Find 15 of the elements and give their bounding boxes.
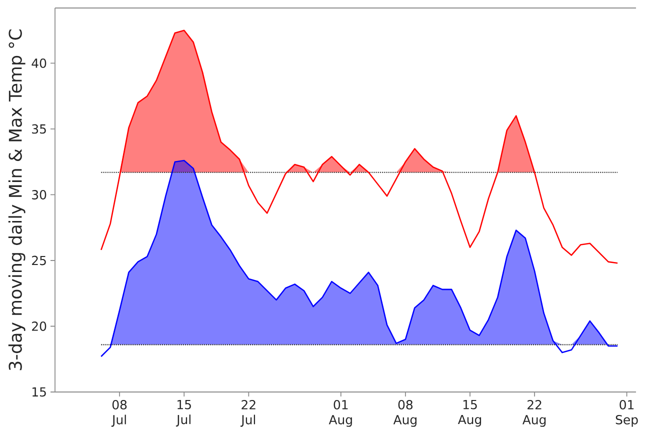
x-tick-label: 15 Aug: [458, 400, 482, 427]
y-tick-label: 15: [32, 387, 46, 397]
x-tick-label: 01 Aug: [328, 400, 352, 427]
y-axis-title: 3-day moving daily Min & Max Temp °C: [8, 29, 26, 370]
x-tick-label: 15 Jul: [176, 400, 191, 427]
x-tick-label: 22 Jul: [240, 400, 256, 427]
x-tick-label: 01 Sep: [616, 400, 638, 427]
y-tick-label: 35: [32, 124, 46, 134]
y-tick-label: 40: [32, 58, 46, 68]
y-tick-label: 30: [32, 190, 46, 200]
x-tick-label: 08 Aug: [393, 400, 416, 427]
x-tick-label: 08 Jul: [111, 400, 127, 427]
y-tick-label: 25: [32, 256, 46, 266]
y-tick-label: 20: [32, 322, 46, 331]
x-tick-label: 22 Aug: [522, 400, 546, 427]
